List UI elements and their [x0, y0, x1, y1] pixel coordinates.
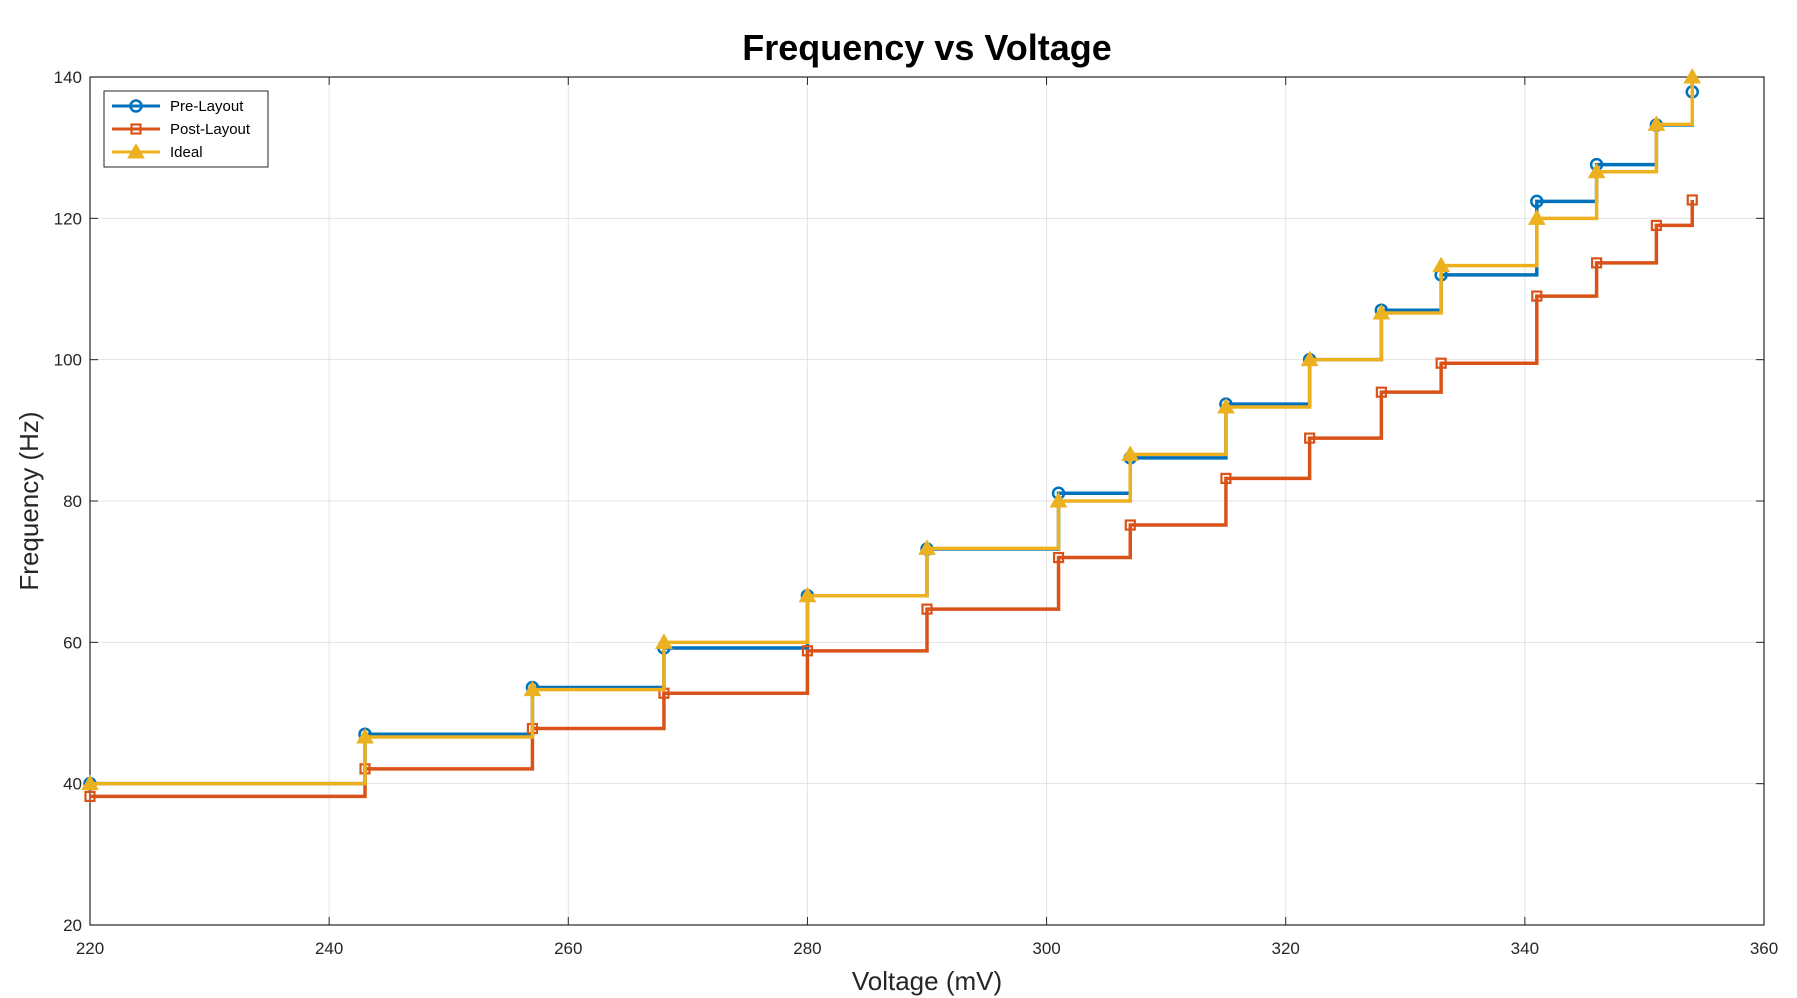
ideal-marker	[1527, 209, 1546, 225]
x-tick-label: 320	[1272, 939, 1300, 958]
ideal-marker	[1049, 491, 1068, 508]
legend-label-post-layout: Post-Layout	[170, 121, 251, 138]
x-tick-label: 220	[76, 939, 104, 958]
ideal-marker	[1217, 398, 1235, 414]
ideal-marker	[655, 633, 673, 649]
grid-lines	[89, 76, 1765, 926]
chart-title: Frequency vs Voltage	[742, 27, 1111, 68]
post-layout-marker	[1220, 472, 1232, 484]
series-line-ideal	[90, 77, 1695, 786]
ideal-marker	[523, 680, 542, 697]
legend-marker-pre-layout	[129, 99, 143, 113]
ideal-marker	[1432, 256, 1451, 273]
x-tick-label: 240	[315, 939, 343, 958]
series-ideal	[81, 67, 1702, 791]
post-layout-marker	[1531, 290, 1543, 302]
ideal-marker	[356, 728, 374, 744]
y-tick-label: 120	[54, 209, 82, 228]
y-tick-label: 60	[63, 633, 82, 652]
post-layout-marker	[1375, 386, 1387, 398]
y-tick-label: 140	[54, 68, 82, 87]
y-tick-label: 100	[54, 351, 82, 370]
legend-label-pre-layout: Pre-Layout	[170, 98, 244, 115]
post-layout-marker	[84, 790, 96, 802]
x-tick-label: 260	[554, 939, 582, 958]
legend-marker-ideal	[127, 142, 145, 159]
post-layout-marker	[1304, 432, 1316, 444]
series-group	[81, 67, 1702, 802]
ideal-marker	[1647, 115, 1666, 131]
pre-layout-marker	[1530, 194, 1544, 209]
x-tick-label: 340	[1511, 939, 1539, 958]
post-layout-marker	[1124, 519, 1136, 531]
ideal-marker	[798, 586, 817, 603]
ideal-marker	[1683, 67, 1702, 84]
ideal-marker	[1300, 350, 1319, 367]
series-post-layout	[84, 194, 1698, 802]
post-layout-marker	[1590, 257, 1603, 269]
x-tick-label: 300	[1032, 939, 1060, 958]
axis-ticks: 220 240 260 280 300 320 340 360 20 40 60 80 100 120 14…	[54, 68, 1779, 958]
post-layout-marker	[1435, 357, 1447, 369]
ideal-marker	[1372, 304, 1391, 320]
ideal-marker	[1121, 445, 1140, 461]
x-tick-label: 280	[793, 939, 821, 958]
post-layout-marker	[1052, 551, 1065, 564]
y-axis-label: Frequency (Hz)	[14, 411, 44, 590]
ideal-marker	[918, 539, 936, 555]
legend-label-ideal: Ideal	[170, 144, 203, 161]
y-tick-label: 80	[63, 492, 82, 511]
legend-marker-post-layout	[130, 123, 142, 135]
ideal-marker	[1587, 162, 1606, 179]
x-tick-label: 360	[1750, 939, 1778, 958]
x-axis-label: Voltage (mV)	[852, 966, 1002, 996]
series-line-post-layout	[90, 199, 1695, 799]
post-layout-marker	[801, 645, 814, 657]
post-layout-marker	[1686, 194, 1698, 206]
y-tick-label: 20	[63, 916, 82, 935]
post-layout-marker	[1650, 219, 1662, 231]
ideal-marker	[81, 774, 99, 791]
legend: Pre-Layout Post-Layout Ideal	[103, 90, 269, 168]
y-tick-label: 40	[63, 775, 82, 794]
post-layout-marker	[921, 603, 933, 615]
